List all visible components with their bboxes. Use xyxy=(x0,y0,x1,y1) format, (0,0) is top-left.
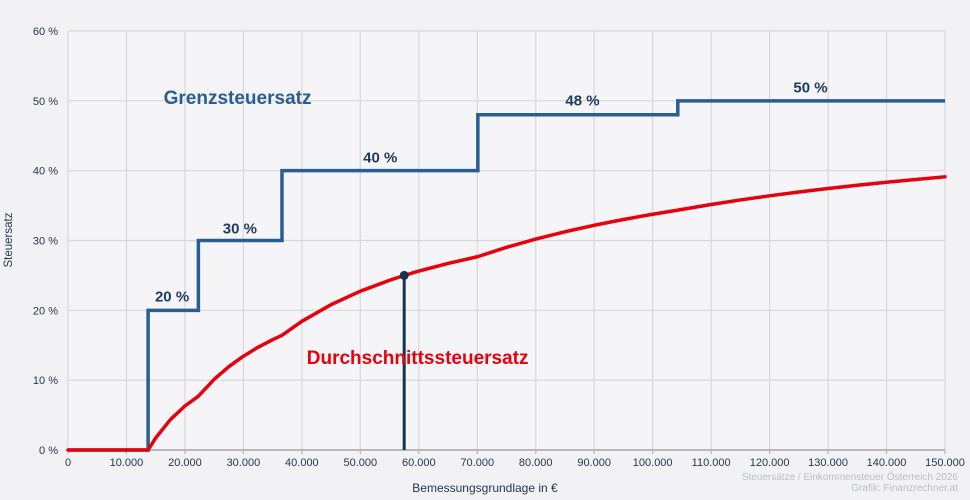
y-tick-label: 40 % xyxy=(33,166,58,178)
annotation-50: 50 % xyxy=(793,79,828,97)
x-tick-label: 140.000 xyxy=(867,457,907,469)
y-tick-label: 0 % xyxy=(39,445,58,457)
x-axis-title: Bemessungsgrundlage in € xyxy=(412,481,558,495)
annotation-grenzsteuersatz: Grenzsteuersatz xyxy=(163,88,312,110)
annotation-30: 30 % xyxy=(222,220,257,238)
x-tick-label: 120.000 xyxy=(750,457,790,469)
x-tick-label: 90.000 xyxy=(577,457,611,469)
y-tick-label: 50 % xyxy=(33,96,58,108)
marker-dot xyxy=(399,270,409,280)
average-rate-curve xyxy=(66,175,947,452)
y-tick-label: 20 % xyxy=(33,305,58,317)
x-tick-label: 20.000 xyxy=(168,457,202,469)
x-tick-label: 80.000 xyxy=(519,457,553,469)
annotation-48: 48 % xyxy=(565,92,600,110)
x-tick-label: 70.000 xyxy=(460,457,494,469)
x-tick-label: 150.000 xyxy=(925,457,965,469)
credit-line: Grafik: Finanzrechner.at xyxy=(851,483,958,494)
y-tick-label: 60 % xyxy=(33,26,58,38)
source-credit: Steuersätze / Einkommensteuer Österreich… xyxy=(742,472,958,494)
x-tick-label: 130.000 xyxy=(808,457,848,469)
x-tick-label: 60.000 xyxy=(402,457,436,469)
x-tick-label: 0 xyxy=(65,457,71,469)
y-axis-title: Steuersatz xyxy=(3,212,15,268)
x-tick-label: 40.000 xyxy=(285,457,319,469)
x-tick-label: 110.000 xyxy=(692,457,731,469)
source-line: Steuersätze / Einkommensteuer Österreich… xyxy=(741,472,958,483)
y-tick-label: 10 % xyxy=(33,375,58,387)
y-tick-label: 30 % xyxy=(33,236,58,248)
annotation-durchschnittssteuersatz: Durchschnittssteuersatz xyxy=(306,347,529,369)
annotation-40: 40 % xyxy=(363,149,398,167)
x-tick-label: 10.000 xyxy=(110,457,144,469)
x-tick-label: 50.000 xyxy=(344,457,378,469)
x-tick-label: 100.000 xyxy=(633,457,673,469)
marginal-rate-line xyxy=(68,99,945,452)
annotation-20: 20 % xyxy=(154,288,190,306)
x-tick-label: 30.000 xyxy=(227,457,261,469)
